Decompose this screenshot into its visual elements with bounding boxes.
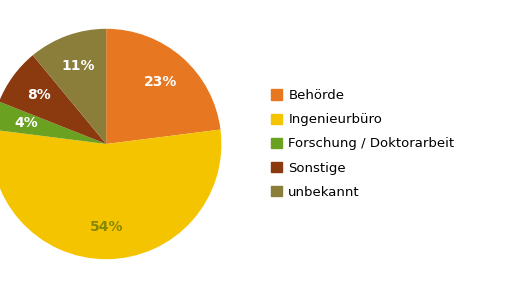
Wedge shape xyxy=(0,130,221,259)
Text: 11%: 11% xyxy=(62,59,95,73)
Wedge shape xyxy=(0,55,106,144)
Text: 8%: 8% xyxy=(27,88,51,102)
Text: 4%: 4% xyxy=(14,116,38,130)
Wedge shape xyxy=(0,102,106,144)
Wedge shape xyxy=(106,29,220,144)
Legend: Behörde, Ingenieurbüro, Forschung / Doktorarbeit, Sonstige, unbekannt: Behörde, Ingenieurbüro, Forschung / Dokt… xyxy=(271,89,455,199)
Text: 54%: 54% xyxy=(89,220,123,234)
Wedge shape xyxy=(33,29,106,144)
Text: 23%: 23% xyxy=(144,75,178,89)
